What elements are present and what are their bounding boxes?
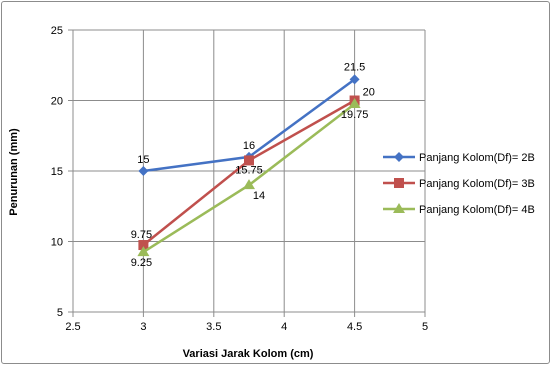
data-labels: 15 16 21.5 9.75 15.75 20 9.25 14 19.75 bbox=[131, 61, 375, 269]
axes: 2.5 3 3.5 4 4.5 5 5 10 15 20 25 bbox=[51, 25, 428, 333]
grid bbox=[72, 29, 426, 313]
data-point bbox=[138, 166, 149, 176]
legend-marker bbox=[394, 152, 404, 162]
data-point bbox=[349, 74, 360, 85]
x-tick-label: 4 bbox=[281, 321, 287, 333]
data-label: 21.5 bbox=[344, 61, 365, 73]
x-tick-label: 4.5 bbox=[347, 321, 362, 333]
x-tick-label: 5 bbox=[422, 321, 428, 333]
series bbox=[137, 74, 361, 257]
data-label: 15.75 bbox=[235, 164, 263, 176]
data-label: 15 bbox=[137, 154, 149, 166]
data-label: 20 bbox=[363, 87, 375, 99]
data-label: 9.75 bbox=[131, 229, 152, 241]
data-label: 14 bbox=[253, 190, 265, 202]
series-line bbox=[142, 103, 356, 254]
data-point bbox=[138, 240, 149, 251]
legend-marker bbox=[394, 178, 404, 188]
y-axis-title: Penurunan (mm) bbox=[8, 128, 20, 216]
x-axis-title: Variasi Jarak Kolom (cm) bbox=[183, 348, 314, 360]
data-label: 9.25 bbox=[131, 257, 152, 269]
data-point bbox=[244, 155, 254, 166]
data-point bbox=[243, 179, 255, 190]
legend-label: Panjang Kolom(Df)= 3B bbox=[419, 178, 535, 190]
legend: Panjang Kolom(Df)= 2B Panjang Kolom(Df)= … bbox=[383, 152, 535, 216]
y-tick-label: 25 bbox=[51, 25, 63, 37]
data-label: 16 bbox=[243, 140, 255, 152]
x-tick-label: 2.5 bbox=[65, 321, 80, 333]
x-tick-label: 3.5 bbox=[206, 321, 221, 333]
legend-label: Panjang Kolom(Df)= 2B bbox=[419, 152, 535, 164]
y-tick-label: 20 bbox=[51, 96, 63, 108]
x-tick-label: 3 bbox=[140, 321, 146, 333]
legend-marker bbox=[393, 203, 405, 213]
y-tick-label: 5 bbox=[57, 307, 63, 319]
y-tick-label: 15 bbox=[51, 166, 63, 178]
data-point bbox=[348, 98, 361, 109]
legend-label: Panjang Kolom(Df)= 4B bbox=[419, 204, 535, 216]
y-tick-label: 10 bbox=[51, 237, 63, 249]
data-point bbox=[137, 246, 150, 257]
data-label: 19.75 bbox=[341, 109, 369, 121]
